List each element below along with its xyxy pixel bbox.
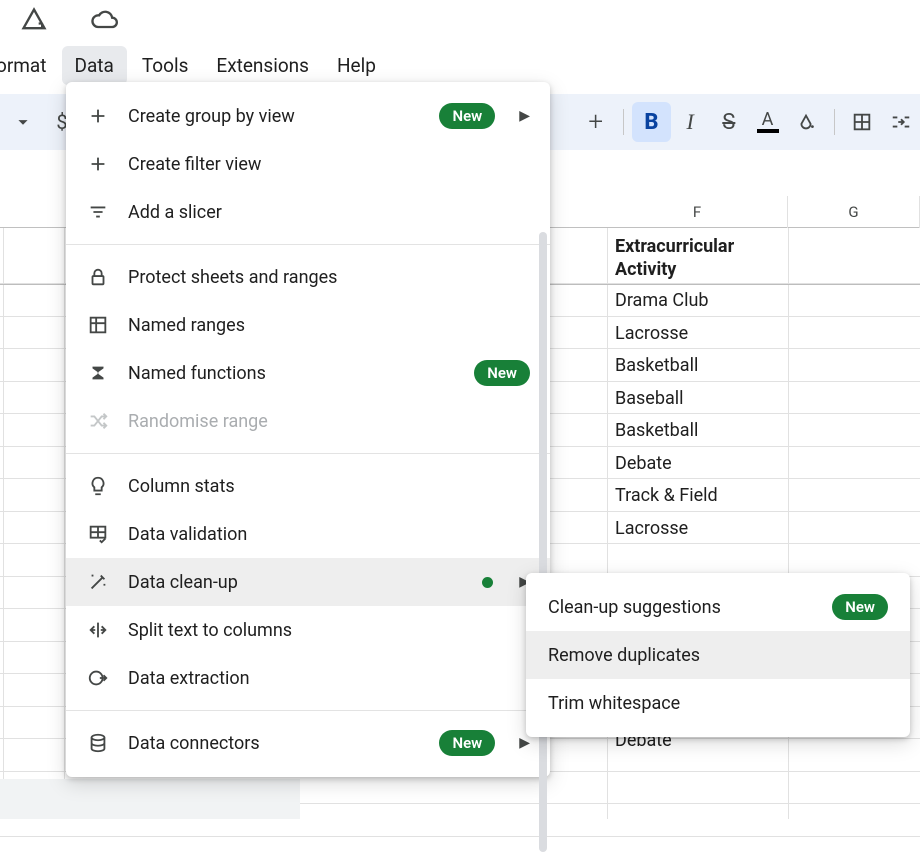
menu-item-split-text-to-columns[interactable]: Split text to columns <box>66 606 550 654</box>
menu-tools[interactable]: Tools <box>129 46 202 85</box>
strikethrough-button[interactable]: S <box>709 102 748 142</box>
cell[interactable]: Debate <box>609 449 678 478</box>
cell[interactable]: Drama Club <box>609 286 715 315</box>
sigma-icon <box>86 362 110 384</box>
menu-item-data-connectors[interactable]: Data connectors New ▶ <box>66 719 550 767</box>
dropdown-scrollbar[interactable] <box>539 232 547 852</box>
submenu-item-label: Trim whitespace <box>548 693 888 714</box>
menu-data[interactable]: Data <box>62 46 127 85</box>
menu-item-randomise-range: Randomise range <box>66 397 550 445</box>
menu-help[interactable]: Help <box>324 46 389 85</box>
toolbar-separator <box>834 109 835 135</box>
submenu-item-label: Clean-up suggestions <box>548 597 814 618</box>
column-header-F[interactable]: F <box>607 196 788 228</box>
menu-item-data-clean-up[interactable]: Data clean-up▶ <box>66 558 550 606</box>
menu-divider <box>66 710 550 711</box>
text-color-button[interactable]: A <box>748 102 787 142</box>
submenu-item-remove-duplicates[interactable]: Remove duplicates <box>526 631 910 679</box>
menu-item-label: Named ranges <box>128 315 530 336</box>
new-badge: New <box>474 360 530 386</box>
cell[interactable]: Baseball <box>609 384 690 413</box>
menu-ormat[interactable]: ormat <box>0 46 60 85</box>
menu-item-label: Data clean-up <box>128 572 464 593</box>
toolbar-dropdown-icon[interactable] <box>4 102 43 142</box>
docs-top-icons <box>20 6 118 38</box>
sheet-tabs-bar[interactable] <box>0 779 300 819</box>
submenu-item-trim-whitespace[interactable]: Trim whitespace <box>526 679 910 727</box>
menu-bar: ormatDataToolsExtensionsHelp <box>0 46 389 85</box>
cell[interactable]: Track & Field <box>609 481 724 510</box>
menu-item-label: Data connectors <box>128 733 421 754</box>
menu-item-label: Data extraction <box>128 668 530 689</box>
cell[interactable]: Basketball <box>609 416 704 445</box>
extract-arrow-icon <box>86 667 110 689</box>
fill-color-button[interactable] <box>787 102 826 142</box>
italic-button[interactable]: I <box>671 102 710 142</box>
toolbar-separator <box>623 109 624 135</box>
indicator-dot <box>482 577 493 588</box>
plus-icon <box>86 153 110 175</box>
menu-item-label: Protect sheets and ranges <box>128 267 530 288</box>
submenu-item-clean-up-suggestions[interactable]: Clean-up suggestions New <box>526 583 910 631</box>
bold-button[interactable]: B <box>632 102 671 142</box>
merge-cells-button[interactable] <box>881 102 920 142</box>
cell[interactable]: Lacrosse <box>609 514 694 543</box>
grid-ranges-icon <box>86 314 110 336</box>
data-menu-dropdown: Create group by view New ▶ Create filter vi… <box>66 82 550 777</box>
menu-item-label: Split text to columns <box>128 620 530 641</box>
cell[interactable]: Lacrosse <box>609 319 694 348</box>
insert-button[interactable]: + <box>576 102 615 142</box>
menu-item-label: Randomise range <box>128 411 530 432</box>
bulb-icon <box>86 475 110 497</box>
check-grid-icon <box>86 523 110 545</box>
submenu-arrow-icon: ▶ <box>519 735 530 751</box>
menu-item-create-filter-view[interactable]: Create filter view <box>66 140 550 188</box>
menu-item-label: Create group by view <box>128 106 421 127</box>
magic-wand-icon <box>86 571 110 593</box>
new-badge: New <box>439 103 495 129</box>
menu-item-label: Column stats <box>128 476 530 497</box>
header-cell-extracurricular[interactable]: Extracurricular Activity <box>609 230 786 287</box>
menu-item-label: Create filter view <box>128 154 530 175</box>
menu-item-protect-sheets-and-ranges[interactable]: Protect sheets and ranges <box>66 253 550 301</box>
plus-icon <box>86 105 110 127</box>
cell[interactable]: Basketball <box>609 351 704 380</box>
menu-item-label: Named functions <box>128 363 456 384</box>
menu-item-add-a-slicer[interactable]: Add a slicer <box>66 188 550 236</box>
database-icon <box>86 732 110 754</box>
menu-extensions[interactable]: Extensions <box>203 46 322 85</box>
filter-list-icon <box>86 201 110 223</box>
menu-divider <box>66 453 550 454</box>
split-arrows-icon <box>86 619 110 641</box>
menu-item-named-functions[interactable]: Named functions New <box>66 349 550 397</box>
menu-item-data-extraction[interactable]: Data extraction <box>66 654 550 702</box>
cloud-saved-icon[interactable] <box>90 6 118 38</box>
sheets-triangle-icon[interactable] <box>20 6 48 38</box>
submenu-arrow-icon: ▶ <box>519 108 530 124</box>
menu-item-label: Data validation <box>128 524 530 545</box>
column-header-G[interactable]: G <box>788 196 920 228</box>
menu-item-label: Add a slicer <box>128 202 530 223</box>
menu-item-data-validation[interactable]: Data validation <box>66 510 550 558</box>
menu-item-column-stats[interactable]: Column stats <box>66 462 550 510</box>
menu-item-named-ranges[interactable]: Named ranges <box>66 301 550 349</box>
data-cleanup-submenu: Clean-up suggestions New Remove duplicates… <box>526 573 910 737</box>
submenu-item-label: Remove duplicates <box>548 645 888 666</box>
new-badge: New <box>439 730 495 756</box>
menu-divider <box>66 244 550 245</box>
lock-icon <box>86 266 110 288</box>
new-badge: New <box>832 594 888 620</box>
borders-button[interactable] <box>843 102 882 142</box>
menu-item-create-group-by-view[interactable]: Create group by view New ▶ <box>66 92 550 140</box>
shuffle-icon <box>86 410 110 432</box>
